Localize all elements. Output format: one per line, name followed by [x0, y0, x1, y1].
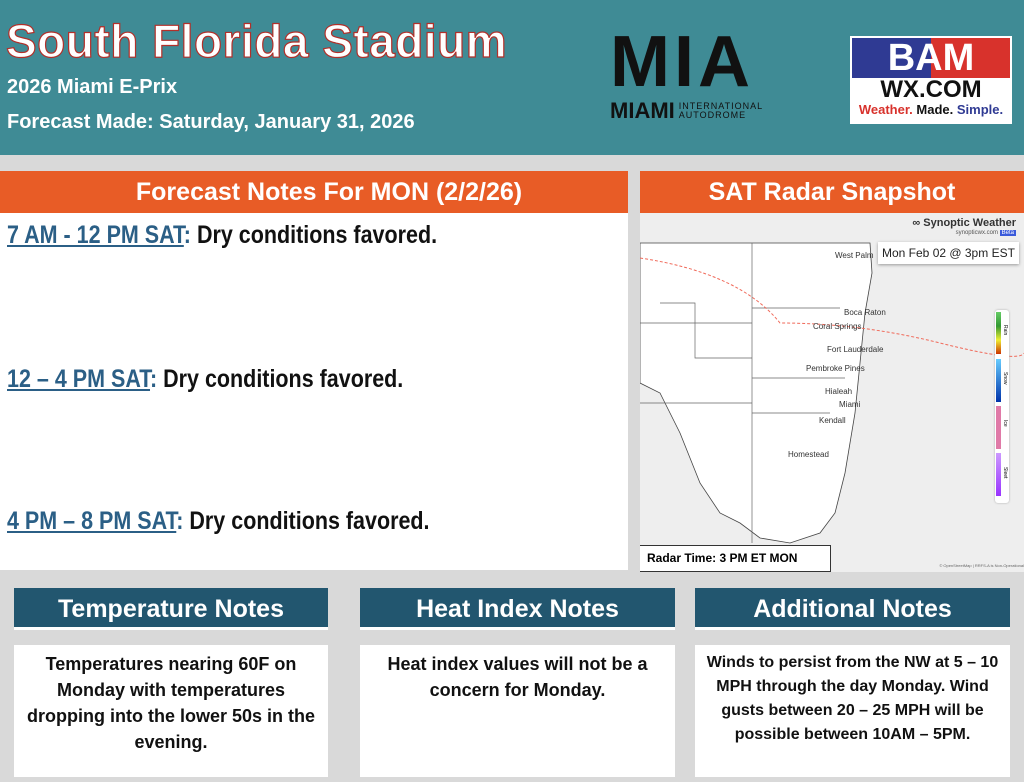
- forecast-notes: 7 AM - 12 PM SAT: Dry conditions favored…: [0, 213, 628, 570]
- city-label: Boca Raton: [844, 308, 886, 317]
- city-label: Kendall: [819, 416, 846, 425]
- forecast-slot: 12 – 4 PM SAT: Dry conditions favored.: [7, 365, 404, 393]
- mia-logo-word: MIAMI: [610, 98, 675, 123]
- synoptic-brand: ∞ Synoptic Weather: [912, 217, 1016, 229]
- radar-time: Radar Time: 3 PM ET MON: [640, 545, 831, 572]
- map-outline: [640, 242, 1024, 544]
- radar-map: ∞ Synoptic Weather synopticwx.com Beta M…: [640, 213, 1024, 572]
- forecast-slot: 7 AM - 12 PM SAT: Dry conditions favored…: [7, 221, 438, 249]
- event-name: 2026 Miami E-Prix: [7, 76, 178, 98]
- mia-logo: MIA MIAMI INTERNATIONAL AUTODROME: [610, 22, 850, 125]
- additional-heading: Additional Notes: [695, 588, 1010, 630]
- city-label: Homestead: [788, 450, 829, 459]
- heat-index-notes: Heat index values will not be a concern …: [360, 645, 675, 777]
- mia-logo-line2: AUTODROME: [678, 110, 747, 120]
- temperature-notes: Temperatures nearing 60F on Monday with …: [14, 645, 328, 777]
- radar-heading: SAT Radar Snapshot: [640, 171, 1024, 213]
- forecast-slot: 4 PM – 8 PM SAT: Dry conditions favored.: [7, 507, 430, 535]
- mia-logo-line1: INTERNATIONAL: [678, 101, 764, 111]
- forecast-heading: Forecast Notes For MON (2/2/26): [0, 171, 628, 213]
- bamwx-logo: BAM WX.COM Weather. Made. Simple.: [850, 36, 1012, 124]
- map-attribution: © OpenStreetMap | RRFS-A is Non-Operatio…: [939, 563, 1024, 568]
- precip-legend: Rain Snow Ice Sleet: [995, 310, 1009, 503]
- page-title: South Florida Stadium: [5, 14, 508, 67]
- additional-notes: Winds to persist from the NW at 5 – 10 M…: [695, 645, 1010, 777]
- city-label: Coral Springs: [813, 322, 862, 331]
- synoptic-url: synopticwx.com Beta: [955, 230, 1016, 236]
- mia-logo-letters: MIA: [610, 22, 754, 102]
- radar-timestamp: Mon Feb 02 @ 3pm EST: [878, 242, 1019, 264]
- city-label: Hialeah: [825, 387, 853, 396]
- temperature-heading: Temperature Notes: [14, 588, 328, 630]
- city-label: West Palm: [835, 251, 874, 260]
- heat-index-heading: Heat Index Notes: [360, 588, 675, 630]
- forecast-date: Forecast Made: Saturday, January 31, 202…: [7, 111, 415, 133]
- city-label: Miami: [839, 400, 861, 409]
- city-label: Fort Lauderdale: [827, 345, 884, 354]
- city-label: Pembroke Pines: [806, 364, 865, 373]
